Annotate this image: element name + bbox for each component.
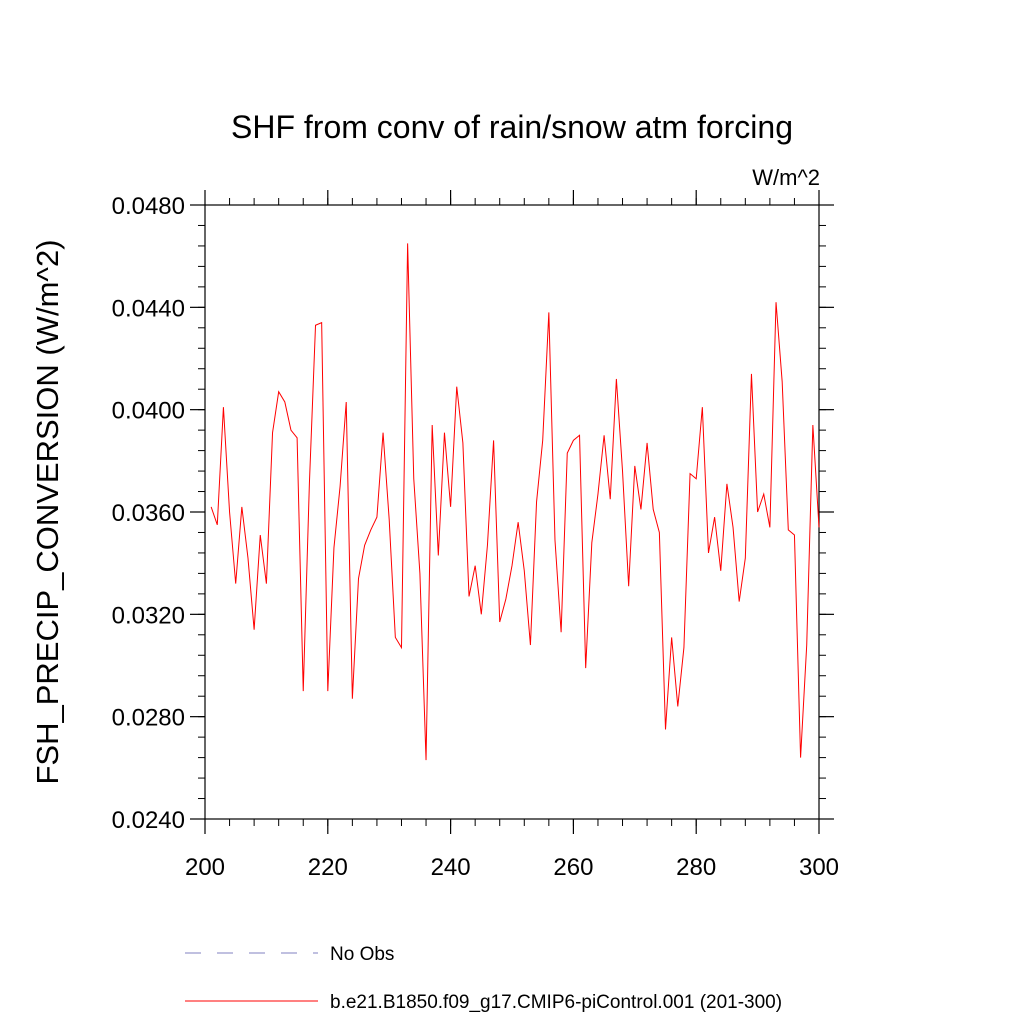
chart-title: SHF from conv of rain/snow atm forcing [231, 109, 793, 145]
units-label: W/m^2 [752, 165, 820, 190]
series-line-1 [210, 243, 820, 761]
legend-label-model: b.e21.B1850.f09_g17.CMIP6-piControl.001 … [330, 992, 782, 1013]
plot-frame [204, 204, 820, 820]
y-tick-label: 0.0240 [112, 807, 185, 834]
y-tick-label: 0.0320 [112, 602, 185, 629]
y-axis-ticks: 0.0240 0.0280 0.0320 0.0360 0.0400 0.0440 0.04… [112, 193, 834, 834]
x-tick-label: 220 [308, 854, 348, 881]
y-tick-label: 0.0360 [112, 500, 185, 527]
y-tick-label: 0.0280 [112, 705, 185, 732]
x-tick-label: 240 [431, 854, 471, 881]
y-tick-label: 0.0440 [112, 295, 185, 322]
x-tick-label: 280 [676, 854, 716, 881]
y-axis-label: FSH_PRECIP_CONVERSION (W/m^2) [30, 239, 65, 784]
x-tick-label: 200 [185, 854, 225, 881]
y-tick-label: 0.0400 [112, 398, 185, 425]
x-tick-label: 300 [799, 854, 839, 881]
x-axis-ticks: 200 220 240 260 280 300 [185, 190, 839, 881]
x-tick-label: 260 [553, 854, 593, 881]
legend: No Obs b.e21.B1850.f09_g17.CMIP6-piContr… [185, 944, 782, 1013]
series-layer [210, 243, 820, 761]
legend-label-no-obs: No Obs [330, 944, 394, 965]
y-tick-label: 0.0480 [112, 193, 185, 220]
